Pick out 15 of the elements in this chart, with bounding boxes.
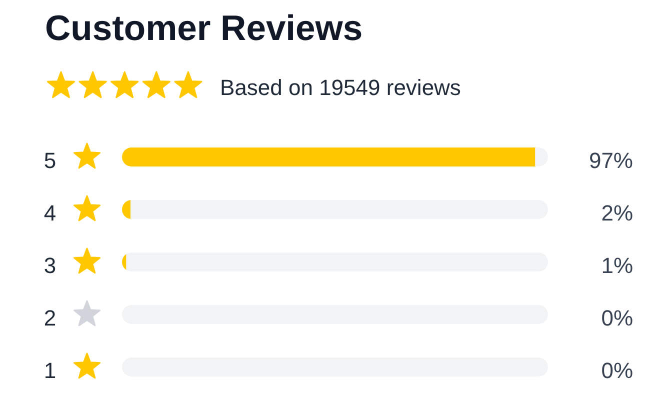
y-tick-label: 5 [44, 148, 56, 173]
bar [130, 200, 548, 219]
data-label: 97% [588, 148, 633, 173]
data-label: 2% [601, 200, 633, 226]
bar [122, 148, 536, 166]
y-tick-label: 2 [44, 306, 56, 330]
data-label: 0% [601, 358, 633, 383]
bar [126, 252, 548, 272]
data-label: 0% [601, 306, 633, 330]
y-tick-label: 4 [44, 200, 56, 226]
chart-title: Customer Reviews [45, 8, 363, 48]
chart-subtitle: Based on 19549 reviews [220, 75, 461, 100]
y-tick-label: 3 [44, 253, 56, 278]
y-tick-label: 1 [44, 358, 56, 383]
data-label: 1% [601, 253, 633, 278]
